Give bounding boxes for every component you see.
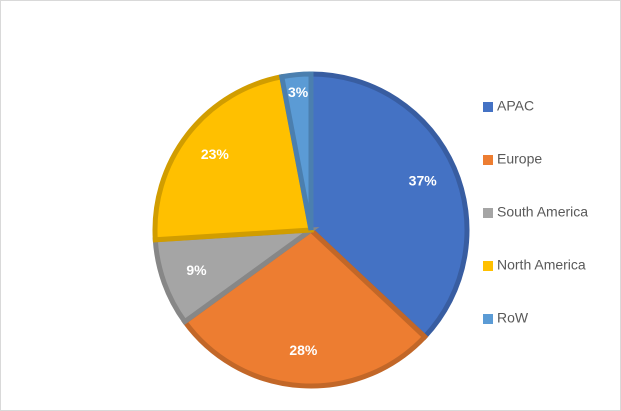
legend-swatch: [483, 208, 493, 218]
slice-labels: 37% 28% 9% 23% 3%: [186, 84, 437, 358]
pie-slice: [278, 71, 314, 231]
legend: APAC Europe South America North America RoW: [483, 98, 588, 326]
slice-label: 3%: [288, 84, 309, 100]
legend-label: RoW: [497, 310, 529, 326]
pie: [152, 71, 470, 389]
slice-label: 23%: [201, 146, 230, 162]
legend-swatch: [483, 314, 493, 324]
legend-swatch: [483, 102, 493, 112]
legend-swatch: [483, 261, 493, 271]
legend-swatch: [483, 155, 493, 165]
slice-label: 9%: [186, 262, 207, 278]
legend-label: South America: [497, 204, 588, 220]
pie-slice: [181, 226, 429, 389]
slice-label: 28%: [289, 342, 318, 358]
legend-label: North America: [497, 257, 586, 273]
pie-slice: [152, 73, 314, 243]
slice-label: 37%: [409, 172, 438, 188]
pie-slice: [308, 71, 470, 341]
legend-label: APAC: [497, 98, 534, 114]
legend-label: Europe: [497, 151, 542, 167]
